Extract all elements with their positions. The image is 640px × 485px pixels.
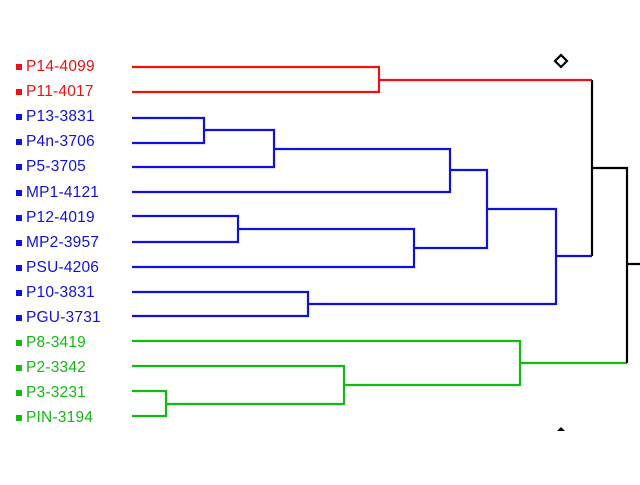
leaf-label-text: P11-4017 xyxy=(26,83,94,101)
leaf-marker-icon xyxy=(16,315,22,321)
link-p8-j xyxy=(132,339,522,387)
link-p14-p11 xyxy=(132,65,381,94)
leaf-marker-icon xyxy=(16,164,22,171)
leaf-label: MP2-3957 xyxy=(16,233,99,253)
leaf-marker-icon xyxy=(16,189,22,196)
leaf-label: P14-4099 xyxy=(16,57,95,77)
leaf-label-text: P2-3342 xyxy=(26,359,87,377)
link-p2-i xyxy=(132,364,346,406)
leaf-label-text: P4n-3706 xyxy=(26,133,95,151)
leaf-marker-icon xyxy=(16,139,22,146)
link-d-psu xyxy=(132,227,416,269)
leaf-label-text: PSU-4206 xyxy=(26,258,100,276)
leaf-label-text: P8-3419 xyxy=(26,334,87,352)
link-p13-p4n xyxy=(132,116,206,145)
link-f-g xyxy=(308,207,558,306)
leaf-label: P10-3831 xyxy=(16,283,95,303)
leaf-label: P13-3831 xyxy=(16,107,95,127)
leaf-marker-icon xyxy=(16,264,22,271)
triangle-marker-icon xyxy=(557,427,565,431)
leaf-label: P8-3419 xyxy=(16,333,86,353)
leaf-label-text: P10-3831 xyxy=(26,283,95,301)
link-p10-pgu xyxy=(132,290,310,318)
leaf-marker-icon xyxy=(16,289,22,296)
leaf-marker-icon xyxy=(16,365,22,372)
leaf-marker-icon xyxy=(16,390,22,397)
leaf-marker-icon xyxy=(16,340,22,347)
leaf-marker-icon xyxy=(16,415,22,422)
leaf-marker-icon xyxy=(16,114,22,121)
leaf-label-text: P12-4019 xyxy=(26,208,95,226)
link-p12-mp2 xyxy=(132,214,240,244)
leaf-marker-icon xyxy=(16,89,22,96)
leaf-label-text: MP2-3957 xyxy=(26,233,100,251)
leaf-label: P11-4017 xyxy=(16,82,94,102)
leaf-label-text: P5-3705 xyxy=(26,158,87,176)
link-root xyxy=(592,166,629,363)
leaf-label-text: MP1-4121 xyxy=(26,183,100,201)
leaf-label: P5-3705 xyxy=(16,157,86,177)
leaf-label: P3-3231 xyxy=(16,383,86,403)
leaf-label-text: PGU-3731 xyxy=(26,309,101,326)
leaf-label: PIN-3194 xyxy=(16,408,93,428)
leaf-label: P4n-3706 xyxy=(16,132,95,152)
leaf-label: PSU-4206 xyxy=(16,258,99,278)
diamond-marker-icon xyxy=(553,53,569,69)
leaf-label-text: P3-3231 xyxy=(26,384,87,402)
leaf-marker-icon xyxy=(16,64,22,70)
link-b-mp1 xyxy=(132,147,452,194)
leaf-label-text: P14-4099 xyxy=(26,58,95,75)
leaf-marker-icon xyxy=(16,214,22,221)
leaf-label: P2-3342 xyxy=(16,358,86,378)
leaf-label: P12-4019 xyxy=(16,208,95,228)
link-p3-pin xyxy=(132,389,168,418)
leaf-label-text: P13-3831 xyxy=(26,108,95,126)
leaf-label: MP1-4121 xyxy=(16,183,99,203)
leaf-label: PGU-3731 xyxy=(16,308,101,328)
leaf-label-text: PIN-3194 xyxy=(26,409,94,427)
leaf-marker-icon xyxy=(16,239,22,246)
